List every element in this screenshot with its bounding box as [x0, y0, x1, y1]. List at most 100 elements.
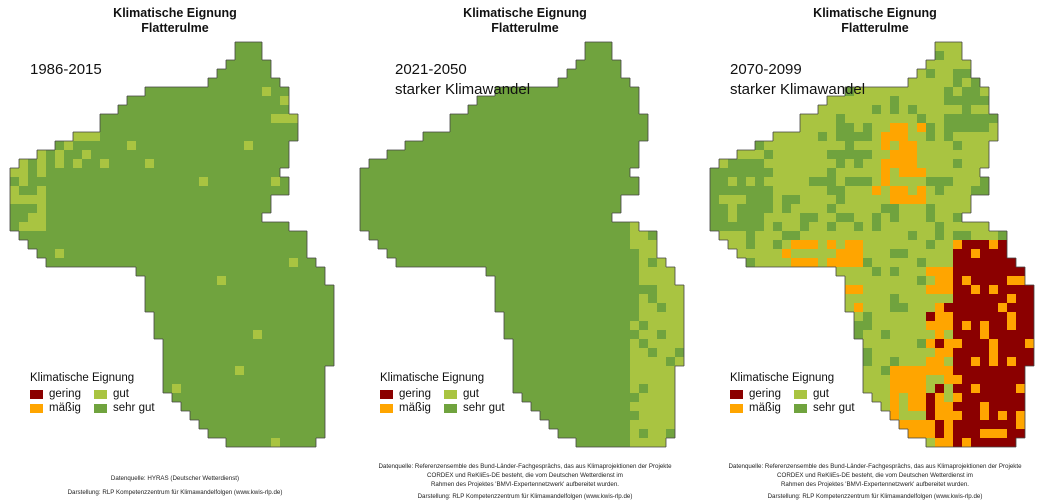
- grid-cell-sehr-gut: [594, 42, 603, 51]
- grid-cell-gut: [935, 240, 944, 249]
- grid-cell-gut: [773, 258, 782, 267]
- grid-cell-sehr-gut: [971, 96, 980, 105]
- grid-cell-sehr-gut: [262, 105, 271, 114]
- grid-cell-sehr-gut: [280, 231, 289, 240]
- grid-cell-gut: [854, 204, 863, 213]
- grid-cell-gering: [980, 267, 989, 276]
- grid-cell-sehr-gut: [603, 204, 612, 213]
- grid-cell-sehr-gut: [531, 195, 540, 204]
- grid-cell-sehr-gut: [603, 249, 612, 258]
- grid-cell-gut: [675, 285, 684, 294]
- grid-cell-sehr-gut: [477, 132, 486, 141]
- grid-cell-sehr-gut: [190, 141, 199, 150]
- grid-cell-gut: [908, 123, 917, 132]
- grid-cell-sehr-gut: [450, 186, 459, 195]
- grid-cell-sehr-gut: [585, 330, 594, 339]
- grid-cell-sehr-gut: [845, 123, 854, 132]
- grid-cell-gut: [818, 240, 827, 249]
- grid-cell-sehr-gut: [378, 222, 387, 231]
- grid-cell-gut: [863, 285, 872, 294]
- grid-cell-gut: [127, 141, 136, 150]
- grid-cell-sehr-gut: [827, 222, 836, 231]
- grid-cell-sehr-gut: [208, 420, 217, 429]
- grid-cell-sehr-gut: [585, 384, 594, 393]
- grid-cell-sehr-gut: [181, 393, 190, 402]
- grid-cell-sehr-gut: [217, 402, 226, 411]
- grid-cell-gering: [989, 330, 998, 339]
- grid-cell-sehr-gut: [612, 258, 621, 267]
- grid-cell-sehr-gut: [576, 312, 585, 321]
- grid-cell-sehr-gut: [755, 177, 764, 186]
- grid-cell-gut: [863, 168, 872, 177]
- grid-cell-sehr-gut: [271, 294, 280, 303]
- grid-cell-maessig: [917, 195, 926, 204]
- grid-cell-sehr-gut: [307, 411, 316, 420]
- grid-cell-sehr-gut: [163, 186, 172, 195]
- grid-cell-maessig: [908, 168, 917, 177]
- grid-cell-gut: [818, 168, 827, 177]
- grid-cell-maessig: [998, 411, 1007, 420]
- grid-cell-gering: [998, 438, 1007, 447]
- grid-cell-sehr-gut: [630, 177, 639, 186]
- grid-cell-sehr-gut: [262, 294, 271, 303]
- grid-cell-gut: [908, 357, 917, 366]
- grid-cell-sehr-gut: [226, 141, 235, 150]
- grid-cell-sehr-gut: [271, 267, 280, 276]
- grid-cell-gut: [791, 204, 800, 213]
- grid-cell-sehr-gut: [549, 195, 558, 204]
- grid-cell-sehr-gut: [145, 195, 154, 204]
- grid-cell-sehr-gut: [280, 312, 289, 321]
- grid-cell-gut: [926, 330, 935, 339]
- grid-cell-sehr-gut: [414, 141, 423, 150]
- grid-cell-sehr-gut: [603, 276, 612, 285]
- grid-cell-sehr-gut: [172, 294, 181, 303]
- grid-cell-gering: [998, 258, 1007, 267]
- grid-cell-gut: [666, 330, 675, 339]
- grid-cell-gut: [944, 393, 953, 402]
- grid-cell-sehr-gut: [728, 186, 737, 195]
- grid-cell-sehr-gut: [208, 267, 217, 276]
- grid-cell-sehr-gut: [621, 357, 630, 366]
- grid-cell-sehr-gut: [136, 195, 145, 204]
- grid-cell-sehr-gut: [585, 132, 594, 141]
- grid-cell-gut: [881, 384, 890, 393]
- grid-cell-gering: [980, 420, 989, 429]
- grid-cell-sehr-gut: [289, 375, 298, 384]
- grid-cell-gering: [980, 276, 989, 285]
- grid-cell-sehr-gut: [854, 132, 863, 141]
- grid-cell-gut: [728, 240, 737, 249]
- grid-cell-sehr-gut: [594, 384, 603, 393]
- grid-cell-sehr-gut: [181, 141, 190, 150]
- grid-cell-sehr-gut: [64, 168, 73, 177]
- grid-cell-sehr-gut: [181, 285, 190, 294]
- grid-cell-sehr-gut: [522, 348, 531, 357]
- grid-cell-sehr-gut: [109, 222, 118, 231]
- grid-cell-gut: [675, 321, 684, 330]
- grid-cell-sehr-gut: [136, 159, 145, 168]
- grid-cell-maessig: [881, 141, 890, 150]
- grid-cell-sehr-gut: [522, 213, 531, 222]
- grid-cell-gut: [764, 159, 773, 168]
- grid-cell-sehr-gut: [280, 339, 289, 348]
- grid-cell-sehr-gut: [809, 177, 818, 186]
- grid-cell-gut: [782, 168, 791, 177]
- grid-cell-sehr-gut: [710, 168, 719, 177]
- grid-cell-sehr-gut: [190, 321, 199, 330]
- grid-cell-sehr-gut: [181, 357, 190, 366]
- grid-cell-sehr-gut: [423, 132, 432, 141]
- map-cells: [710, 42, 1034, 447]
- grid-cell-sehr-gut: [109, 123, 118, 132]
- grid-cell-sehr-gut: [226, 114, 235, 123]
- grid-cell-gut: [872, 87, 881, 96]
- grid-cell-sehr-gut: [854, 330, 863, 339]
- grid-cell-sehr-gut: [764, 204, 773, 213]
- grid-cell-sehr-gut: [244, 393, 253, 402]
- grid-cell-sehr-gut: [594, 393, 603, 402]
- grid-cell-gering: [953, 357, 962, 366]
- grid-cell-sehr-gut: [360, 195, 369, 204]
- grid-cell-sehr-gut: [289, 240, 298, 249]
- grid-cell-sehr-gut: [145, 303, 154, 312]
- grid-cell-sehr-gut: [719, 222, 728, 231]
- grid-cell-gering: [1025, 285, 1034, 294]
- grid-cell-sehr-gut: [737, 204, 746, 213]
